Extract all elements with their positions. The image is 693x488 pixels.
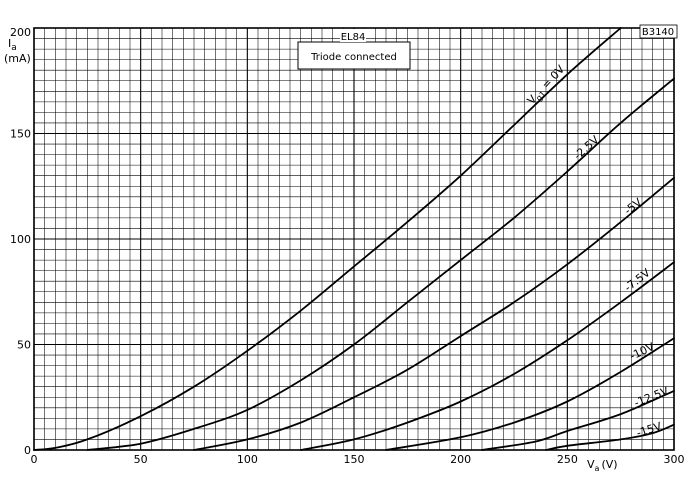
- y-tick-label: 100: [10, 233, 31, 246]
- curve-series-2: [193, 176, 675, 451]
- x-tick-label: 100: [237, 453, 258, 466]
- x-axis-label: Va (V): [587, 458, 618, 473]
- y-tick-label: 150: [10, 128, 31, 141]
- x-tick-label: 250: [557, 453, 578, 466]
- curve-series-1: [86, 77, 675, 451]
- curve-series-5: [481, 390, 675, 451]
- x-tick-label: 200: [450, 453, 471, 466]
- title-box-header: [340, 29, 366, 42]
- x-tick-label: 300: [664, 453, 685, 466]
- chart-subtitle: Triode connected: [310, 52, 397, 63]
- curve-series-0: [33, 27, 622, 451]
- x-axis-unit: (V): [601, 458, 617, 471]
- characteristic-curves: [33, 27, 675, 451]
- curve-label-2: -5V: [622, 195, 645, 217]
- y-axis-subscript: a: [11, 43, 17, 53]
- x-axis-symbol: V: [587, 458, 595, 471]
- y-tick-label: 0: [24, 444, 31, 457]
- title-box: [297, 41, 411, 70]
- curve-labels: Vg1 = 0V-2.5V-5V-7.5V-10V-12.5V-15V: [525, 62, 671, 439]
- x-tick-label: 150: [344, 453, 365, 466]
- code-box: [639, 24, 678, 39]
- chart-code: B3140: [642, 27, 674, 38]
- curve-series-3: [299, 261, 675, 451]
- curve-label-6: -15V: [635, 419, 664, 439]
- y-axis-label: Ia: [8, 37, 17, 53]
- y-tick-labels: 0 50 100 150 200: [10, 26, 31, 457]
- plot-frame: [33, 27, 675, 451]
- chart-title: EL84: [341, 32, 366, 43]
- curve-label-0: Vg1 = 0V: [525, 62, 569, 108]
- x-tick-labels: 0 50 100 150 200 250 300: [31, 453, 685, 466]
- x-tick-label: 0: [31, 453, 38, 466]
- y-tick-label: 200: [10, 26, 31, 39]
- curve-series-6: [545, 423, 675, 451]
- y-tick-label: 50: [17, 339, 31, 352]
- x-tick-label: 50: [134, 453, 148, 466]
- curve-series-4: [385, 337, 675, 451]
- y-axis-symbol: I: [8, 37, 11, 50]
- x-axis-subscript: a: [595, 464, 600, 473]
- curve-label-1: -2.5V: [571, 133, 602, 162]
- curve-label-5: -12.5V: [632, 384, 671, 410]
- y-axis-unit: (mA): [4, 52, 31, 65]
